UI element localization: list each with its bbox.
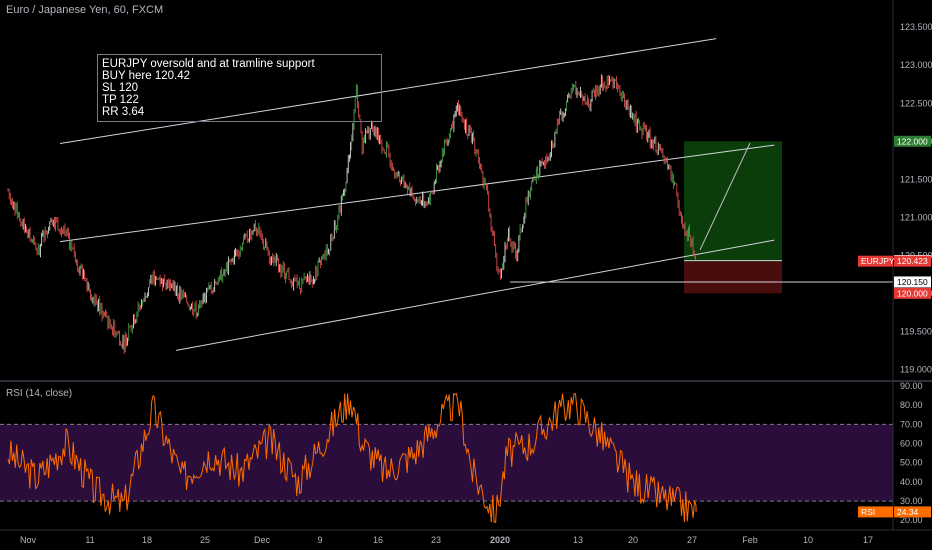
price-tag [894,287,931,299]
rsi-series-line [7,392,697,523]
annotation-line: RR 3.64 [102,106,145,118]
time-tick-label: 23 [431,535,441,545]
price-tag [858,506,893,518]
annotation-line: TP 122 [102,94,139,106]
price-tick-label: 121.000 [900,212,932,222]
rsi-band [0,424,893,502]
price-tag-label: 24.34 [897,507,919,517]
time-tick-label: 2020 [490,535,510,545]
horizontal-levels[interactable] [510,260,893,283]
price-tag [894,506,931,518]
trendline[interactable] [59,38,717,145]
trendlines[interactable] [59,38,775,351]
take-profit-zone[interactable] [684,141,782,262]
rsi-tick-label: 80.00 [900,400,923,410]
annotation-line: BUY here 120.42 [102,70,191,82]
time-axis[interactable]: Nov 11 18 25 Dec 9 16 23 2020 13 20 27 Feb 10 17 [20,535,873,545]
price-tag-label: RSI [861,507,875,517]
price-tag-label: 120.150 [897,277,928,287]
price-tag-label: 122.000 [897,136,928,146]
price-tag-label: 120.423 [897,256,928,266]
price-tag [894,255,931,267]
rsi-tick-label: 20.00 [900,515,923,525]
time-tick-label: 18 [142,535,152,545]
time-tick-label: 10 [803,535,813,545]
price-tag-label: 120.000 [897,288,928,298]
trendline[interactable] [59,144,775,243]
time-tick-label: 11 [85,535,94,545]
stop-loss-zone[interactable] [684,261,782,294]
time-tick-label: 13 [573,535,583,545]
rsi-tick-label: 60.00 [900,439,923,449]
price-labels: 122.000120.431EURJPY120.423120.150120.00… [858,135,931,518]
time-tick-label: Feb [742,535,758,545]
indicator-title: RSI (14, close) [6,388,73,399]
rsi-tick-label: 50.00 [900,458,923,468]
price-tick-label: 123.000 [900,60,932,70]
rsi-axis[interactable]: 90.00 80.00 70.00 60.00 50.00 40.00 30.00 20.00 [900,381,923,525]
price-tick-label: 121.500 [900,174,932,184]
time-tick-label: 16 [373,535,383,545]
price-tick-label: 122.500 [900,98,932,108]
rsi-tick-label: 30.00 [900,496,923,506]
price-tick-label: 123.500 [900,22,932,32]
trendline[interactable] [176,239,775,351]
time-tick-label: 25 [200,535,210,545]
time-tick-label: 17 [863,535,873,545]
price-tag [894,135,931,147]
price-tag [858,255,893,267]
time-tick-label: 9 [317,535,322,545]
price-tag-label: EURJPY [861,256,895,266]
price-tag [894,276,931,288]
time-tick-label: 20 [628,535,638,545]
annotation-box[interactable]: EURJPY oversold and at tramline support … [97,54,382,122]
rsi-tick-label: 40.00 [900,477,923,487]
price-tick-label: 119.000 [900,364,932,374]
time-tick-label: 27 [687,535,697,545]
price-tick-label: 119.500 [900,326,932,336]
chart-title: Euro / Japanese Yen, 60, FXCM [6,4,164,16]
time-tick-label: Dec [254,535,271,545]
price-candles [7,74,696,355]
time-tick-label: Nov [20,535,37,545]
projection-arrow[interactable] [699,142,751,251]
rsi-tick-label: 70.00 [900,419,923,429]
annotation-line: EURJPY oversold and at tramline support [102,58,315,70]
annotation-line: SL 120 [102,82,139,94]
rsi-tick-label: 90.00 [900,381,923,391]
